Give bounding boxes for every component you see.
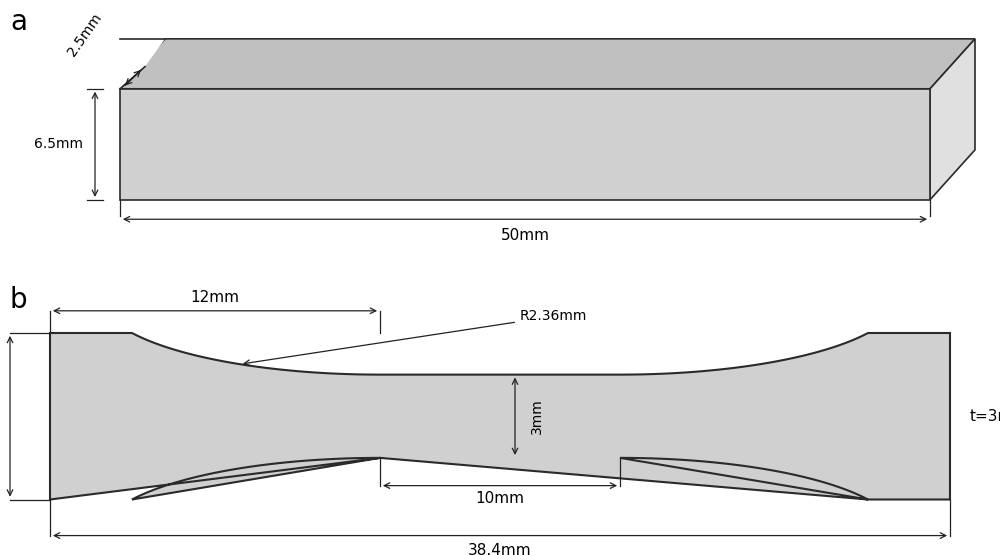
- Text: t=3mm: t=3mm: [970, 408, 1000, 424]
- Text: 6.5mm: 6.5mm: [34, 137, 83, 152]
- Polygon shape: [50, 333, 950, 500]
- Text: 3mm: 3mm: [530, 398, 544, 434]
- Text: 50mm: 50mm: [501, 228, 550, 243]
- Text: b: b: [10, 286, 28, 314]
- Text: 2.5mm: 2.5mm: [65, 10, 105, 58]
- Polygon shape: [120, 39, 165, 89]
- Text: 38.4mm: 38.4mm: [468, 543, 532, 555]
- Text: R2.36mm: R2.36mm: [244, 309, 587, 366]
- Text: a: a: [10, 8, 27, 36]
- Text: 12mm: 12mm: [190, 290, 240, 305]
- Polygon shape: [930, 39, 975, 200]
- Polygon shape: [120, 39, 975, 89]
- Polygon shape: [120, 89, 930, 200]
- Text: 10mm: 10mm: [476, 491, 524, 506]
